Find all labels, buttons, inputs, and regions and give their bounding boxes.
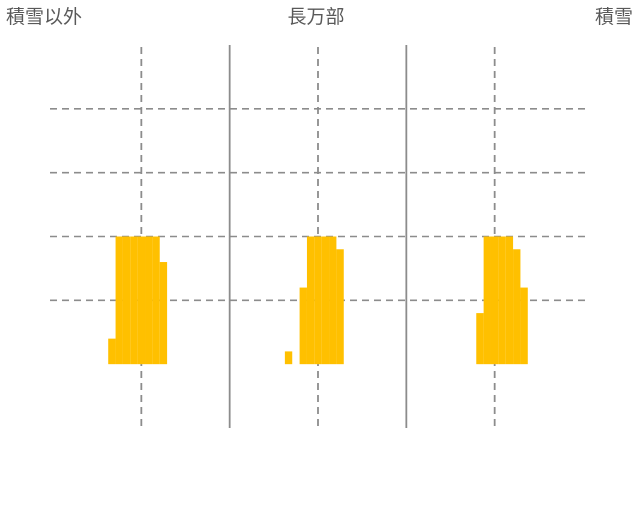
sunshine-bar — [498, 236, 506, 365]
chart-plot-area — [48, 42, 588, 431]
sunshine-bar — [505, 236, 514, 365]
sunshine-bar — [520, 287, 528, 365]
sunshine-bar — [490, 236, 499, 365]
sunshine-bar — [336, 249, 344, 365]
sunshine-bar — [137, 236, 146, 365]
sunshine-bar — [145, 236, 153, 365]
sunshine-bar — [306, 236, 315, 365]
sunshine-bar — [108, 338, 116, 365]
sunshine-bar — [483, 236, 491, 365]
sunshine-bar — [513, 249, 521, 365]
sunshine-bar — [321, 236, 330, 365]
sunshine-bar — [152, 236, 160, 365]
sunshine-bar — [122, 236, 131, 365]
sunshine-bar — [159, 262, 168, 365]
sunshine-bar — [329, 236, 337, 365]
chart-title: 長万部 — [287, 6, 344, 28]
sunshine-bar — [115, 236, 123, 365]
sunshine-bar — [314, 236, 322, 365]
sunshine-bar — [284, 351, 293, 365]
sunshine-bar — [299, 287, 307, 365]
sunshine-bar — [130, 236, 138, 365]
right-axis-title: 積雪 — [595, 6, 633, 28]
left-axis-title: 積雪以外 — [6, 6, 82, 28]
sunshine-bar — [476, 313, 484, 365]
